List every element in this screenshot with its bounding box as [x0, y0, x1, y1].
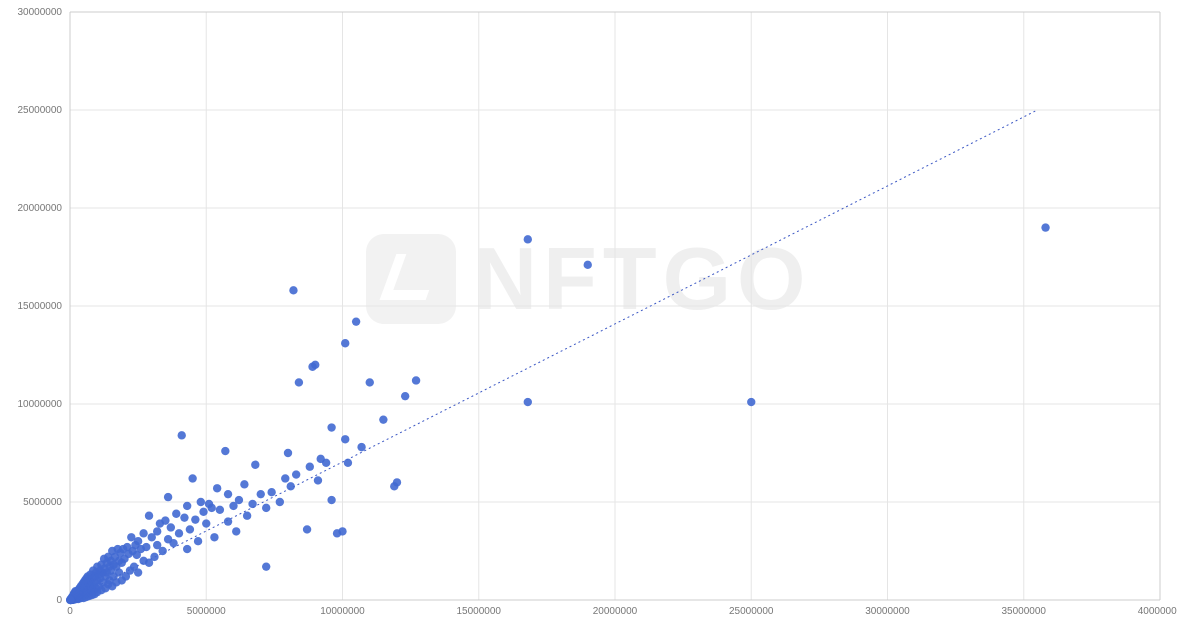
y-tick-labels: 0 5000000 10000000 15000000 20000000 25000000…: [18, 7, 63, 606]
scatter-point: [240, 480, 248, 488]
scatter-point: [584, 261, 592, 269]
scatter-point: [281, 474, 289, 482]
scatter-point: [333, 529, 341, 537]
scatter-point: [183, 502, 191, 510]
scatter-point: [156, 519, 164, 527]
scatter-point: [287, 482, 295, 490]
scatter-point: [379, 415, 387, 423]
y-tick-label: 30000000: [18, 7, 63, 18]
scatter-point: [213, 484, 221, 492]
scatter-point: [224, 517, 232, 525]
scatter-point: [145, 512, 153, 520]
scatter-point: [317, 455, 325, 463]
scatter-point: [202, 519, 210, 527]
scatter-point: [267, 488, 275, 496]
scatter-point: [412, 376, 420, 384]
scatter-point: [289, 286, 297, 294]
y-tick-label: 25000000: [18, 105, 63, 116]
gridlines: [70, 12, 1160, 600]
scatter-point: [251, 461, 259, 469]
scatter-point: [341, 435, 349, 443]
scatter-point: [327, 496, 335, 504]
scatter-point: [1041, 223, 1049, 231]
scatter-point: [153, 541, 161, 549]
scatter-point: [199, 508, 207, 516]
scatter-point: [148, 533, 156, 541]
scatter-point: [66, 596, 74, 604]
scatter-point: [191, 515, 199, 523]
scatter-point: [262, 504, 270, 512]
y-tick-label: 20000000: [18, 203, 63, 214]
scatter-point: [175, 529, 183, 537]
scatter-point: [524, 398, 532, 406]
scatter-point: [248, 500, 256, 508]
scatter-point: [401, 392, 409, 400]
scatter-point: [357, 443, 365, 451]
scatter-point: [747, 398, 755, 406]
scatter-point: [205, 500, 213, 508]
y-tick-label: 10000000: [18, 399, 63, 410]
scatter-point: [303, 525, 311, 533]
scatter-point: [221, 447, 229, 455]
scatter-point: [229, 502, 237, 510]
x-tick-label: 0: [67, 606, 73, 617]
scatter-point: [216, 506, 224, 514]
scatter-point: [295, 378, 303, 386]
scatter-point: [257, 490, 265, 498]
scatter-point: [314, 476, 322, 484]
y-tick-label: 5000000: [23, 497, 62, 508]
x-tick-label: 40000000: [1138, 606, 1177, 617]
scatter-point: [178, 431, 186, 439]
scatter-point: [232, 527, 240, 535]
x-tick-label: 20000000: [593, 606, 638, 617]
scatter-point: [167, 523, 175, 531]
scatter-point: [262, 562, 270, 570]
scatter-point: [139, 557, 147, 565]
scatter-point: [172, 510, 180, 518]
x-tick-label: 30000000: [865, 606, 910, 617]
scatter-point: [308, 363, 316, 371]
scatter-point: [224, 490, 232, 498]
scatter-point: [194, 537, 202, 545]
scatter-point: [164, 493, 172, 501]
scatter-point: [524, 235, 532, 243]
x-tick-label: 25000000: [729, 606, 774, 617]
scatter-point: [306, 463, 314, 471]
x-tick-label: 5000000: [187, 606, 226, 617]
scatter-point: [344, 459, 352, 467]
scatter-point: [183, 545, 191, 553]
scatter-point: [284, 449, 292, 457]
scatter-point: [127, 533, 135, 541]
scatter-point: [327, 423, 335, 431]
scatter-point: [180, 513, 188, 521]
scatter-point: [164, 535, 172, 543]
x-tick-label: 15000000: [457, 606, 502, 617]
scatter-point: [210, 533, 218, 541]
scatter-point: [188, 474, 196, 482]
chart-container: NFTGO 0500000010000000150000002000000025…: [0, 0, 1177, 633]
scatter-point: [352, 317, 360, 325]
scatter-points: [66, 223, 1050, 604]
scatter-chart: 0 5000000 10000000 15000000 20000000 25000000…: [0, 0, 1177, 633]
x-tick-labels: 0 5000000 10000000 15000000 20000000 25000000…: [67, 606, 1177, 617]
scatter-point: [243, 512, 251, 520]
scatter-point: [366, 378, 374, 386]
scatter-point: [341, 339, 349, 347]
scatter-point: [390, 482, 398, 490]
x-tick-label: 35000000: [1002, 606, 1047, 617]
y-tick-label: 15000000: [18, 301, 63, 312]
scatter-point: [292, 470, 300, 478]
scatter-point: [139, 529, 147, 537]
scatter-point: [186, 525, 194, 533]
x-tick-label: 10000000: [320, 606, 365, 617]
scatter-point: [197, 498, 205, 506]
trendline: [70, 110, 1037, 600]
y-tick-label: 0: [56, 595, 62, 606]
scatter-point: [276, 498, 284, 506]
